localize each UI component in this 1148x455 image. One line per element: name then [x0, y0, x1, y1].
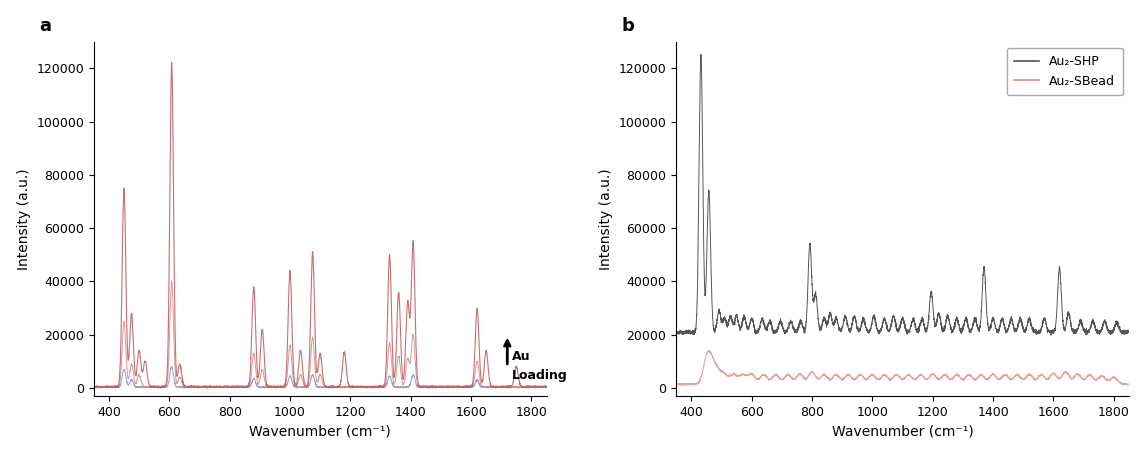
Y-axis label: Intensity (a.u.): Intensity (a.u.)	[17, 168, 31, 270]
Text: b: b	[622, 16, 635, 35]
Text: Au: Au	[512, 350, 530, 363]
X-axis label: Wavenumber (cm⁻¹): Wavenumber (cm⁻¹)	[831, 425, 974, 438]
X-axis label: Wavenumber (cm⁻¹): Wavenumber (cm⁻¹)	[249, 425, 391, 438]
Text: Loading: Loading	[512, 369, 567, 382]
Legend: Au₂-SHP, Au₂-SBead: Au₂-SHP, Au₂-SBead	[1007, 48, 1123, 95]
Y-axis label: Intensity (a.u.): Intensity (a.u.)	[599, 168, 613, 270]
Text: a: a	[39, 16, 52, 35]
